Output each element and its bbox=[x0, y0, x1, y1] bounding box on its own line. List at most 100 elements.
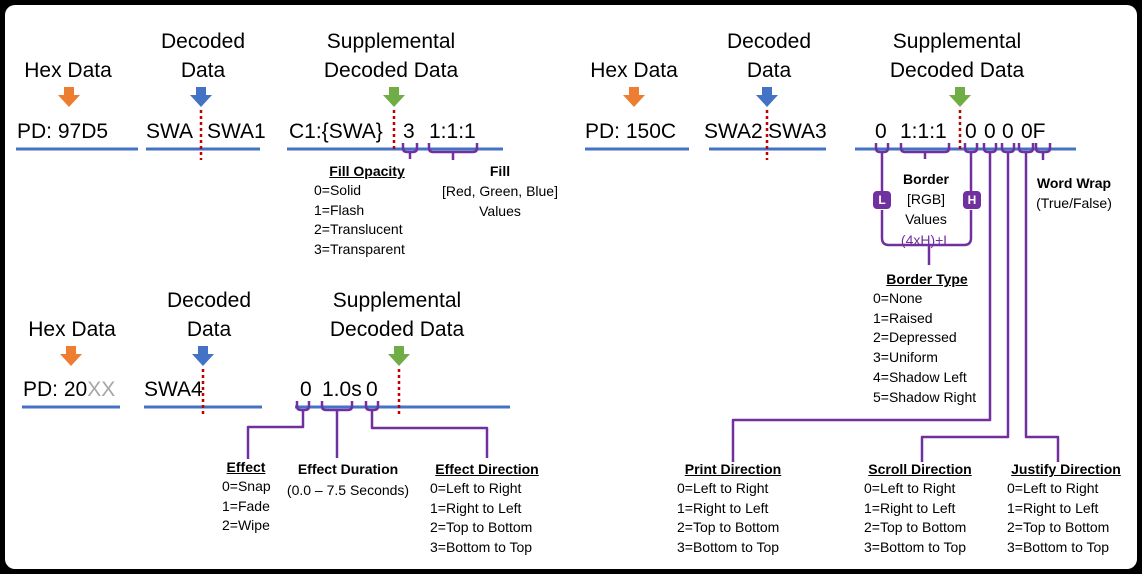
tr-hex-header: Hex Data bbox=[590, 59, 678, 82]
bracket-fill-opacity bbox=[401, 143, 419, 159]
brackets bbox=[246, 143, 1060, 462]
bracket-duration bbox=[320, 401, 354, 458]
scroll-direction-item: 1=Right to Left bbox=[864, 499, 956, 516]
effect-direction-item: 1=Right to Left bbox=[430, 499, 522, 516]
arrow-bl-supp bbox=[388, 346, 410, 366]
tr-val-scroll-dir: 0 bbox=[1002, 120, 1014, 143]
effect-direction-item: 2=Top to Bottom bbox=[430, 519, 533, 536]
tl-supp-header-1: Supplemental bbox=[326, 30, 456, 53]
effect-direction-title: Effect Direction bbox=[435, 461, 539, 477]
tr-decoded-left: SWA2 bbox=[704, 120, 763, 143]
effect-direction-list: 0=Left to Right 1=Right to Left 2=Top to… bbox=[430, 479, 532, 558]
effect-item: 2=Wipe bbox=[222, 517, 270, 534]
scroll-direction-list: 0=Left to Right 1=Right to Left 2=Top to… bbox=[864, 479, 966, 558]
fill-opacity-item: 0=Solid bbox=[314, 182, 362, 198]
tr-val-justify-wrap: 0F bbox=[1021, 120, 1046, 143]
border-title: Border bbox=[903, 171, 949, 187]
effect-list: 0=Snap 1=Fade 2=Wipe bbox=[222, 477, 271, 536]
tr-val-border-low: 0 bbox=[875, 120, 887, 143]
bl-hex-value: PD: 20XX bbox=[23, 379, 115, 400]
tl-decoded-header-1: Decoded bbox=[160, 30, 246, 53]
tr-decoded-right: SWA3 bbox=[768, 120, 827, 143]
print-direction-item: 3=Bottom to Top bbox=[677, 539, 780, 556]
arrow-bl-hex bbox=[60, 346, 82, 366]
scroll-direction-item: 0=Left to Right bbox=[864, 480, 956, 496]
tl-supp-fill-val: 1:1:1 bbox=[429, 120, 476, 143]
connector-justify-dir bbox=[1024, 157, 1060, 462]
bl-val-duration: 1.0s bbox=[322, 378, 362, 401]
fill-opacity-item: 3=Transparent bbox=[314, 241, 405, 258]
border-type-list: 0=None 1=Raised 2=Depressed 3=Uniform 4=… bbox=[873, 289, 976, 407]
justify-direction-item: 3=Bottom to Top bbox=[1007, 539, 1110, 556]
tr-supp-header-1: Supplemental bbox=[892, 30, 1022, 53]
bl-decoded-value: SWA4 bbox=[144, 378, 203, 401]
border-type-item: 5=Shadow Right bbox=[873, 388, 977, 405]
bracket-border-high bbox=[963, 143, 979, 192]
scroll-direction-item: 2=Top to Bottom bbox=[864, 519, 967, 536]
arrows bbox=[58, 87, 971, 366]
fill-desc-2: Values bbox=[479, 203, 521, 219]
justify-direction-list: 0=Left to Right 1=Right to Left 2=Top to… bbox=[1007, 479, 1109, 558]
bracket-print bbox=[982, 143, 998, 157]
tr-val-border-rgb: 1:1:1 bbox=[900, 120, 947, 143]
tl-hex-value: PD: 97D5 bbox=[17, 120, 109, 143]
effect-duration-desc: (0.0 – 7.5 Seconds) bbox=[286, 482, 410, 498]
bl-decoded-header-2: Data bbox=[186, 318, 232, 341]
tl-supp-code: C1:{SWA} bbox=[289, 120, 383, 143]
bl-hex-prefix: PD: 20 bbox=[23, 378, 88, 401]
tl-decoded-left: SWA bbox=[146, 120, 194, 143]
bl-supp-header-1: Supplemental bbox=[332, 289, 462, 312]
border-desc-1: [RGB] bbox=[906, 191, 946, 207]
justify-direction-title: Justify Direction bbox=[1011, 461, 1121, 477]
bl-val-direction: 0 bbox=[366, 378, 378, 401]
connector-border-combine bbox=[880, 210, 973, 265]
justify-direction-item: 2=Top to Bottom bbox=[1007, 519, 1110, 536]
tr-decoded-header-1: Decoded bbox=[726, 30, 812, 53]
word-wrap-title: Word Wrap bbox=[1036, 175, 1112, 191]
tr-supp-header-2: Decoded Data bbox=[889, 59, 1025, 82]
effect-direction-item: 3=Bottom to Top bbox=[430, 539, 533, 556]
border-low-badge: L bbox=[873, 191, 891, 209]
word-wrap-desc: (True/False) bbox=[1036, 195, 1112, 211]
print-direction-item: 1=Right to Left bbox=[677, 499, 769, 516]
bracket-scroll bbox=[1000, 143, 1016, 157]
bl-supp-header-2: Decoded Data bbox=[329, 318, 465, 341]
bracket-effect bbox=[246, 401, 311, 459]
bl-hex-suffix: XX bbox=[87, 378, 116, 401]
fill-desc-1: [Red, Green, Blue] bbox=[442, 183, 558, 199]
tr-val-print-dir: 0 bbox=[984, 120, 996, 143]
tl-hex-header: Hex Data bbox=[24, 59, 112, 82]
justify-direction-item: 0=Left to Right bbox=[1007, 480, 1099, 496]
tr-val-border-high: 0 bbox=[965, 120, 977, 143]
bracket-fill bbox=[427, 143, 479, 160]
tl-supp-opacity-val: 3 bbox=[403, 120, 415, 143]
tl-decoded-right: SWA1 bbox=[207, 120, 266, 143]
scroll-direction-title: Scroll Direction bbox=[868, 461, 972, 477]
bl-decoded-header-1: Decoded bbox=[166, 289, 252, 312]
fill-opacity-item: 2=Translucent bbox=[314, 221, 403, 238]
print-direction-list: 0=Left to Right 1=Right to Left 2=Top to… bbox=[677, 479, 779, 558]
fill-title: Fill bbox=[489, 163, 511, 179]
connector-scroll-dir bbox=[920, 157, 1010, 462]
print-direction-title: Print Direction bbox=[684, 461, 782, 477]
print-direction-item: 2=Top to Bottom bbox=[677, 519, 780, 536]
arrow-tl-supp bbox=[383, 87, 405, 107]
bracket-justify bbox=[1017, 143, 1035, 157]
fill-opacity-item: 1=Flash bbox=[314, 201, 365, 218]
arrow-tr-decoded bbox=[756, 87, 778, 107]
effect-item: 0=Snap bbox=[222, 478, 271, 494]
tl-decoded-header-2: Data bbox=[180, 59, 226, 82]
border-type-item: 0=None bbox=[873, 290, 923, 306]
bracket-border-low bbox=[874, 143, 890, 192]
bracket-word-wrap bbox=[1034, 143, 1052, 160]
tr-decoded-header-2: Data bbox=[746, 59, 792, 82]
border-type-item: 2=Depressed bbox=[873, 329, 957, 346]
arrow-bl-decoded bbox=[192, 346, 214, 366]
effect-duration-title: Effect Duration bbox=[297, 461, 399, 477]
effect-item: 1=Fade bbox=[222, 497, 270, 514]
effect-title: Effect bbox=[226, 459, 266, 475]
print-direction-item: 0=Left to Right bbox=[677, 480, 769, 496]
arrow-tr-hex bbox=[623, 87, 645, 107]
bl-hex-header: Hex Data bbox=[28, 318, 116, 341]
